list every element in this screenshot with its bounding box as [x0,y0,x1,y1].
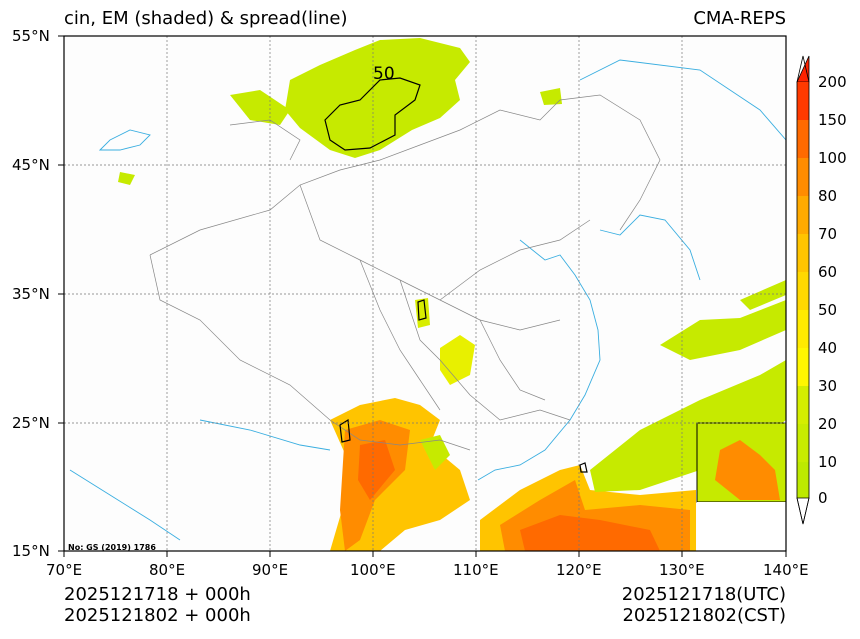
valid-time: 2025121718(UTC) 2025121802(CST) [622,584,786,626]
colorbar-label: 0 [818,489,828,507]
colorbar-label: 70 [818,225,838,243]
colorbar-label: 100 [818,149,847,167]
lat-tick: 15°N [12,542,50,560]
valid-time-cst: 2025121802(CST) [622,605,786,626]
colorbar-label: 40 [818,339,838,357]
coastlines [69,59,787,541]
lon-tick: 110°E [453,561,499,579]
colorbar-label: 80 [818,187,838,205]
colorbar-label: 150 [818,111,847,129]
colorbar-label: 30 [818,377,838,395]
valid-time-utc: 2025121718(UTC) [621,584,786,605]
map-title: cin, EM (shaded) & spread(line) [64,8,348,29]
lon-tick: 90°E [252,561,289,579]
colorbar-label: 50 [818,301,838,319]
map-credit: No: GS (2019) 1786 [68,543,156,552]
lon-tick: 80°E [149,561,186,579]
lon-tick: 140°E [763,561,809,579]
colorbar-label: 10 [818,453,838,471]
gridlines [64,36,786,551]
cin-shading-north [118,38,562,185]
init-time: 2025121718 + 000h 2025121802 + 000h [64,584,251,626]
init-time-utc: 2025121718 + 000h [64,584,251,605]
contour-label: 50 [373,64,395,84]
model-name: CMA-REPS [693,8,786,29]
cin-shading-southwest [330,398,470,551]
colorbar-label: 200 [818,73,847,91]
colorbar [796,55,810,525]
colorbar-label: 20 [818,415,838,433]
cin-shading-southeast [480,280,786,551]
lon-tick: 120°E [556,561,602,579]
lon-tick: 100°E [350,561,396,579]
lon-tick: 130°E [659,561,705,579]
lat-tick: 35°N [12,285,50,303]
lat-tick: 45°N [12,156,50,174]
colorbar-label: 60 [818,263,838,281]
lat-tick: 25°N [12,414,50,432]
lat-tick: 55°N [12,27,50,45]
lon-tick: 70°E [46,561,83,579]
init-time-cst: 2025121802 + 000h [64,605,251,626]
spread-contours [324,77,588,473]
